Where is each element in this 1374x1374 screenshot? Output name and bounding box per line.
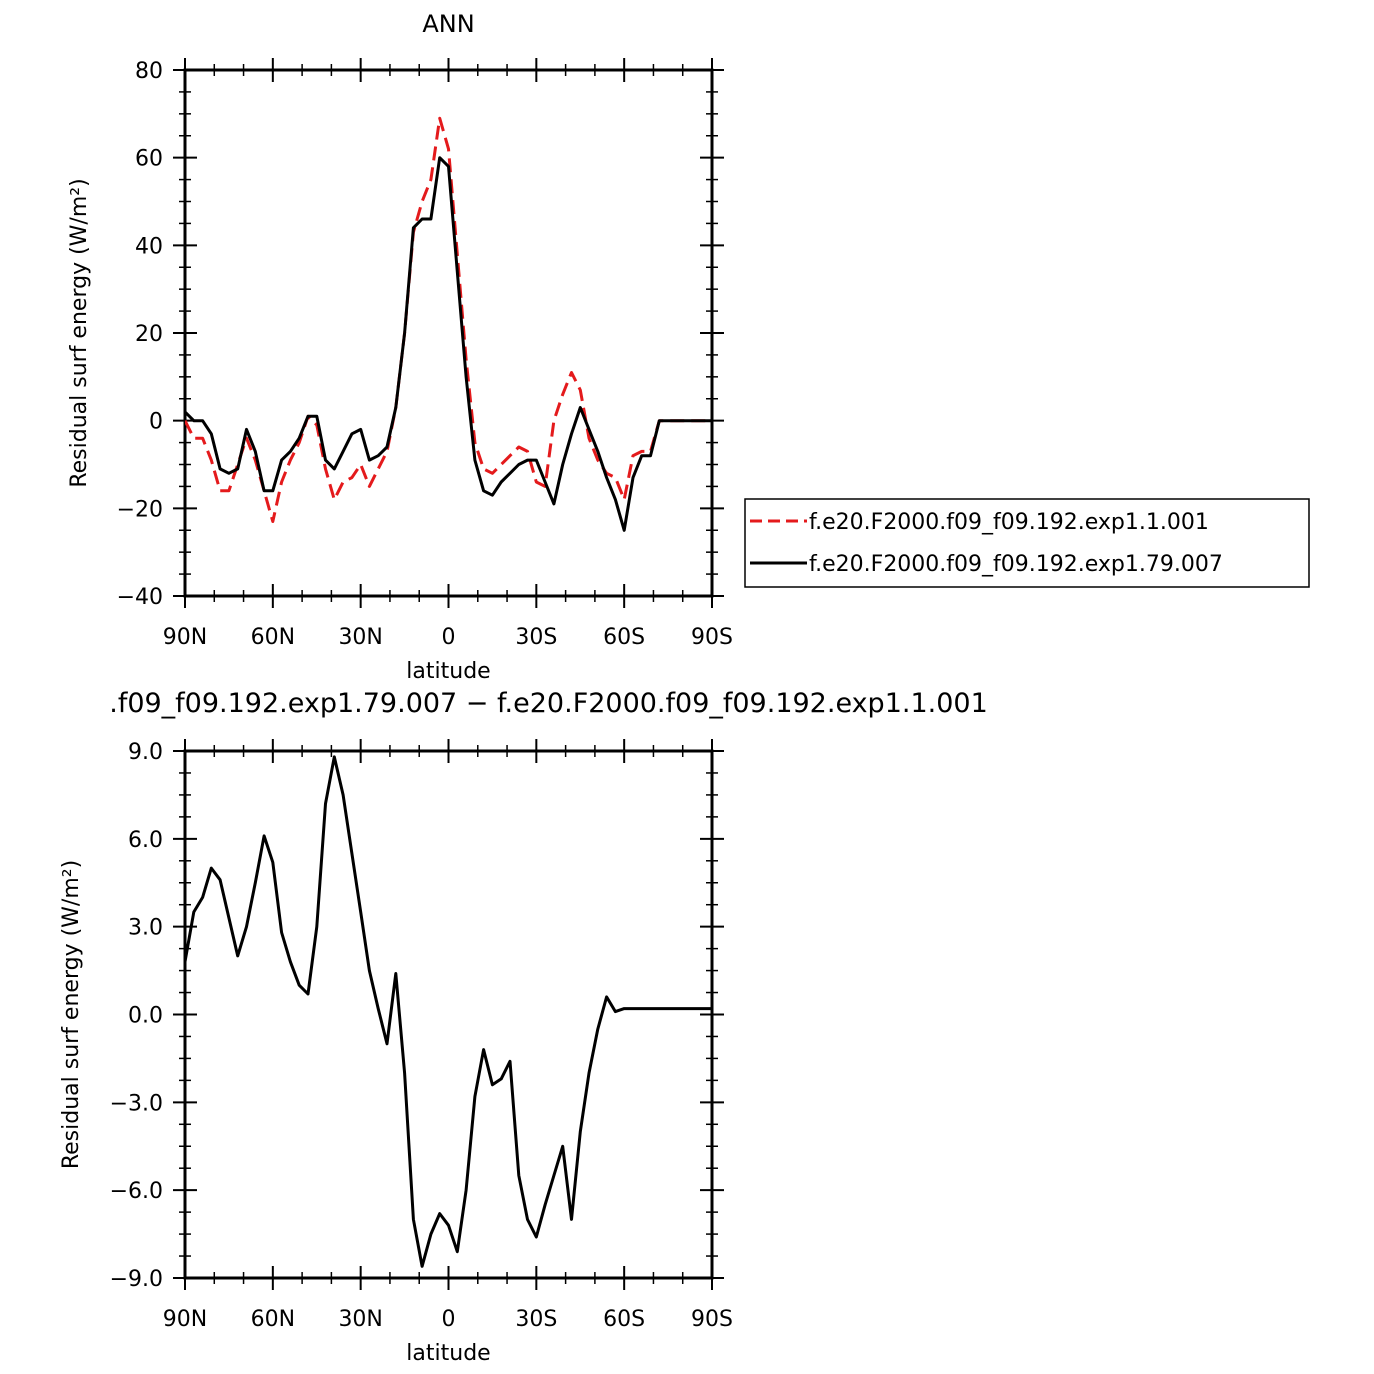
x-tick-label: 60N bbox=[251, 1307, 295, 1332]
x-tick-label: 90S bbox=[691, 1307, 733, 1332]
x-tick-label: 0 bbox=[442, 1307, 456, 1332]
y-tick-label: −9.0 bbox=[110, 1267, 163, 1292]
y-tick-label: 6.0 bbox=[128, 828, 163, 853]
y-tick-label: 0 bbox=[149, 410, 163, 435]
y-tick-label: −3.0 bbox=[110, 1091, 163, 1116]
x-tick-label: 30S bbox=[515, 1307, 557, 1332]
chart-title: ANN bbox=[422, 10, 474, 38]
y-axis-label: Residual surf energy (W/m²) bbox=[59, 860, 84, 1169]
x-tick-label: 60N bbox=[251, 625, 295, 650]
series-line-0 bbox=[185, 116, 712, 523]
y-tick-label: 20 bbox=[135, 322, 163, 347]
x-tick-label: 90N bbox=[163, 1307, 207, 1332]
legend-label: f.e20.F2000.f09_f09.192.exp1.1.001 bbox=[809, 510, 1209, 535]
x-axis-label: latitude bbox=[406, 1341, 490, 1366]
y-tick-label: 9.0 bbox=[128, 740, 163, 765]
y-axis-label: Residual surf energy (W/m²) bbox=[67, 178, 92, 487]
legend-box bbox=[744, 498, 1310, 588]
x-tick-label: 90S bbox=[691, 625, 733, 650]
x-tick-label: 30S bbox=[515, 625, 557, 650]
series-line-1 bbox=[185, 156, 712, 532]
x-axis-label: latitude bbox=[406, 659, 490, 684]
y-tick-label: 0.0 bbox=[128, 1004, 163, 1029]
x-tick-label: 30N bbox=[338, 1307, 382, 1332]
x-tick-label: 60S bbox=[603, 1307, 645, 1332]
y-tick-label: 80 bbox=[135, 59, 163, 84]
legend-label: f.e20.F2000.f09_f09.192.exp1.79.007 bbox=[809, 552, 1223, 577]
plot-frame bbox=[183, 749, 714, 1280]
y-tick-label: −40 bbox=[117, 585, 163, 610]
y-tick-label: 3.0 bbox=[128, 916, 163, 941]
y-tick-label: −20 bbox=[117, 497, 163, 522]
chart-title: .f09_f09.192.exp1.79.007 − f.e20.F2000.f… bbox=[109, 688, 988, 719]
x-tick-label: 30N bbox=[338, 625, 382, 650]
y-tick-label: −6.0 bbox=[110, 1179, 163, 1204]
x-tick-label: 0 bbox=[442, 625, 456, 650]
x-tick-label: 90N bbox=[163, 625, 207, 650]
y-tick-label: 60 bbox=[135, 147, 163, 172]
x-tick-label: 60S bbox=[603, 625, 645, 650]
series-line-0 bbox=[185, 755, 712, 1268]
y-tick-label: 40 bbox=[135, 234, 163, 259]
legend: f.e20.F2000.f09_f09.192.exp1.1.001 f.e20.… bbox=[744, 498, 1310, 588]
